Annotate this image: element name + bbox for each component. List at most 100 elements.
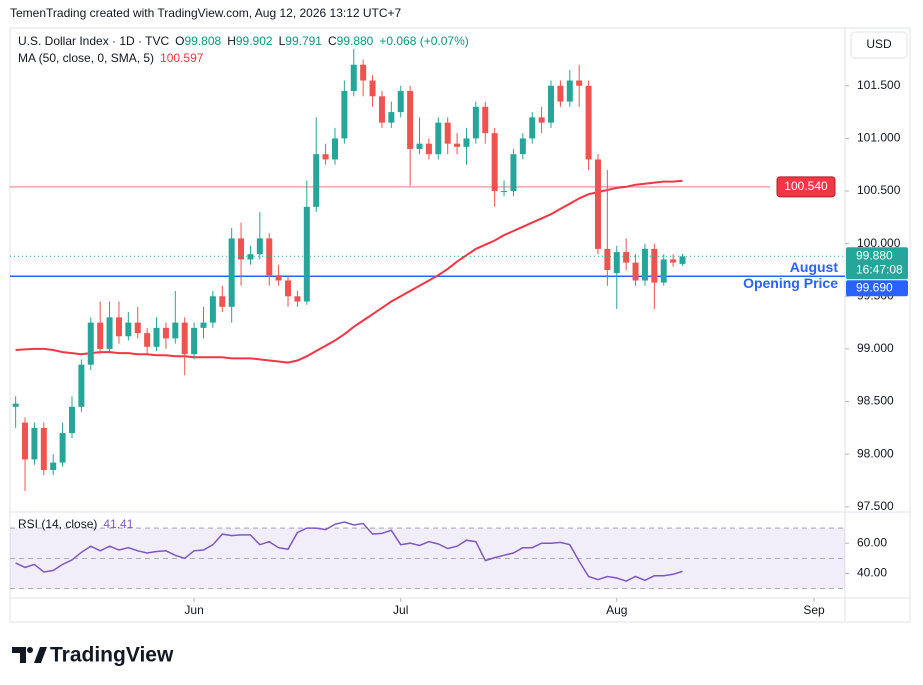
candle-body — [604, 248, 611, 270]
x-tick-label: Jun — [184, 603, 203, 617]
attribution: TemenTrading created with TradingView.co… — [10, 6, 402, 20]
candle-body — [360, 64, 367, 81]
candle-body — [529, 117, 536, 139]
candle-body — [144, 333, 151, 347]
level-label-box — [776, 176, 836, 198]
candle-body — [209, 296, 216, 323]
candle-body — [68, 406, 75, 434]
y-tick-label: 98.500 — [857, 394, 894, 408]
candle-body — [78, 364, 85, 407]
legend-open: 99.808 — [185, 34, 222, 48]
candle-body — [125, 322, 132, 337]
level-scale-box — [846, 280, 908, 297]
rsi-value: 41.41 — [103, 517, 133, 531]
logo-mark — [12, 647, 26, 663]
candle-body — [651, 248, 658, 283]
candle-body — [191, 327, 198, 355]
level-label: 100.540 — [784, 179, 828, 193]
candle-body — [285, 280, 292, 297]
x-tick-label: Aug — [606, 603, 627, 617]
candle-body — [482, 106, 489, 134]
candle-body — [369, 80, 376, 97]
candle-body — [435, 122, 442, 155]
currency-label[interactable]: USD — [866, 37, 892, 51]
logo: TradingView — [12, 644, 174, 667]
candle-body — [331, 138, 338, 160]
legend-key: H — [227, 34, 236, 48]
candle-body — [59, 433, 66, 463]
level-scale-label: 99.690 — [856, 280, 893, 294]
candle-body — [407, 91, 414, 149]
y-tick-label: 101.500 — [857, 78, 901, 92]
candle-body — [594, 159, 601, 249]
x-tick-label: Sep — [803, 603, 825, 617]
candle-body — [623, 252, 630, 263]
candle-body — [454, 143, 461, 147]
candle-body — [632, 262, 639, 281]
legend-close: 99.880 — [337, 34, 374, 48]
candle-body — [12, 403, 19, 407]
candle-body — [501, 191, 508, 193]
candle-body — [350, 64, 357, 92]
candle-body — [162, 327, 169, 339]
legend-key: L — [279, 34, 286, 48]
level-annotation: Opening Price — [743, 275, 838, 291]
candle-body — [275, 275, 282, 281]
candle-body — [247, 254, 254, 260]
level-annotation: August — [790, 259, 839, 275]
logo-text: TradingView — [50, 644, 174, 667]
y-tick-label: 60.00 — [857, 535, 887, 549]
candle-body — [491, 133, 498, 192]
candle-body — [172, 322, 179, 339]
candle-body — [341, 91, 348, 139]
candle-body — [416, 143, 423, 149]
y-tick-label: 98.000 — [857, 446, 894, 460]
legend-change: +0.068 (+0.07%) — [379, 34, 468, 48]
symbol-title: U.S. Dollar Index · 1D · TVC — [18, 34, 169, 48]
candle-body — [322, 154, 329, 160]
candle-body — [134, 322, 141, 334]
candle-body — [153, 327, 160, 347]
candle-body — [256, 238, 263, 255]
legend-low: 99.791 — [285, 34, 322, 48]
candle-body — [40, 427, 47, 470]
rsi-legend: RSI (14, close) 41.41 — [18, 517, 134, 531]
candle-body — [679, 256, 686, 264]
logo-mark — [34, 647, 47, 663]
candle-body — [519, 138, 526, 155]
ma-value: 100.597 — [160, 51, 204, 65]
ma-name: MA (50, close, 0, SMA, 5) — [18, 51, 154, 65]
candle-body — [510, 154, 517, 192]
candle-body — [566, 80, 573, 102]
candle-body — [576, 80, 583, 86]
candle-body — [641, 248, 648, 281]
candle-body — [238, 238, 245, 260]
candle-body — [181, 322, 188, 355]
y-tick-label: 99.000 — [857, 341, 894, 355]
currency-button[interactable] — [850, 31, 908, 59]
legend-key: C — [328, 34, 337, 48]
candle-body — [444, 122, 451, 144]
candle-body — [548, 85, 555, 123]
ma-line — [15, 179, 683, 364]
candle-body — [313, 154, 320, 207]
candle-body — [388, 112, 395, 123]
legend-high: 99.902 — [236, 34, 273, 48]
candle-body — [115, 317, 122, 337]
candle-body — [660, 259, 667, 283]
candle-body — [670, 259, 677, 263]
candle-body — [219, 296, 226, 307]
candle-body — [22, 422, 29, 460]
candle-body — [378, 96, 385, 123]
candle-body — [303, 206, 310, 302]
candle-body — [538, 117, 545, 123]
candle-body — [97, 322, 104, 349]
rsi-line — [15, 521, 683, 582]
logo-mark — [27, 647, 33, 653]
candle-body — [613, 252, 620, 274]
candle-body — [50, 462, 57, 470]
candle-body — [294, 296, 301, 302]
price-legend: U.S. Dollar Index · 1D · TVC O99.808 H99.9… — [18, 34, 469, 48]
candle-body — [31, 427, 38, 460]
legend-key: O — [175, 34, 184, 48]
